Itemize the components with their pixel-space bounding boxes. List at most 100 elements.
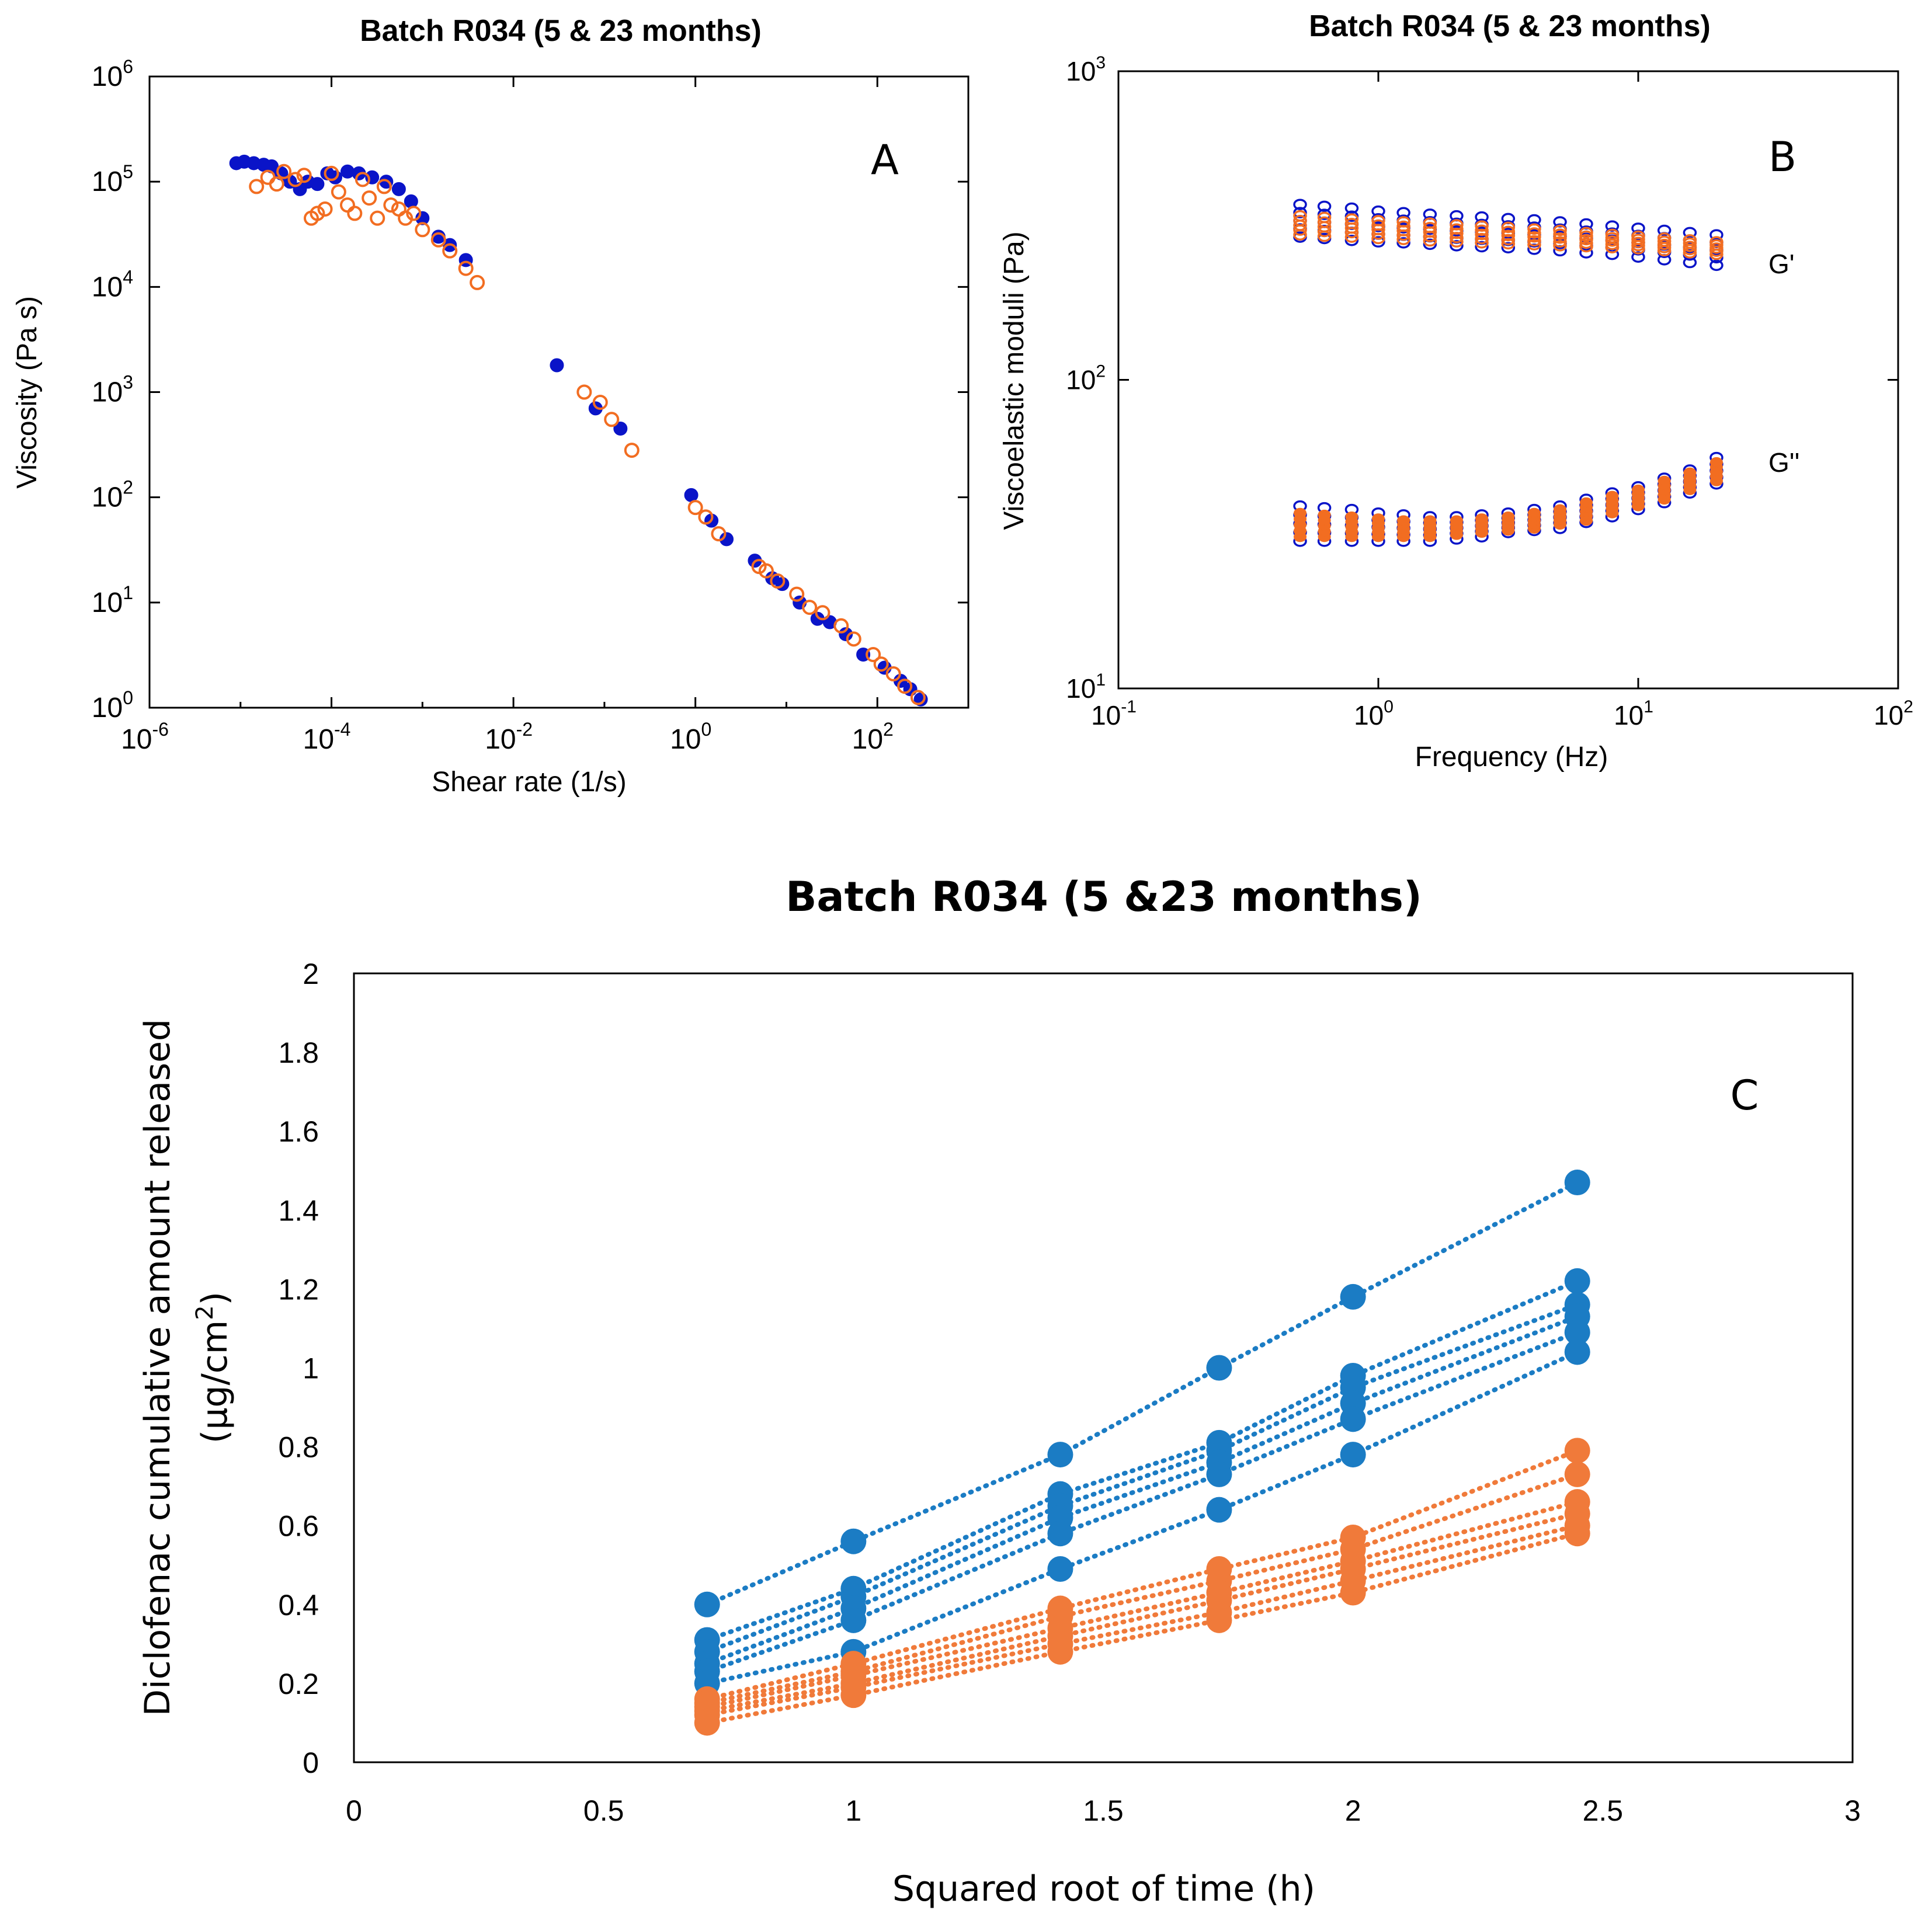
panel-b-data-point (1423, 515, 1437, 526)
panel-a-points (229, 154, 928, 707)
panel-b-y-tick-label-exponent: 1 (1096, 670, 1106, 690)
panel-b-y-tick-label: 101 (1066, 670, 1106, 704)
panel-c-data-point (1564, 1268, 1590, 1294)
panel-a-data-point (339, 197, 355, 213)
panel-c-data-point (1206, 1461, 1232, 1487)
panel-a-data-point (406, 206, 422, 221)
panel-b-data-point (1293, 210, 1307, 222)
panel-a-data-point (897, 679, 913, 694)
panel-c-x-tick-label: 1.5 (1083, 1794, 1124, 1827)
panel-a-y-label: Viscosity (Pa s) (12, 296, 43, 489)
panel-a-data-point (910, 690, 926, 705)
panel-a-y-tick-label-base: 10 (92, 693, 123, 723)
panel-a-data-point (789, 586, 805, 602)
panel-c-data-point (1047, 1556, 1073, 1582)
panel-a-data-point (470, 274, 485, 290)
panel-c-y-tick-label: 2 (303, 958, 319, 990)
panel-b-data-point (1501, 225, 1516, 238)
panel-c-series-line (704, 1278, 1580, 1643)
panel-a-x-tick-label-exponent: -2 (516, 719, 533, 740)
panel-a-x-tick-label-exponent: 0 (701, 719, 711, 740)
panel-a-data-point (398, 210, 413, 226)
panel-c-y-tick-label: 1 (303, 1352, 319, 1385)
panel-a-data-point (347, 206, 363, 221)
panel-a-x-tick-label-base: 10 (852, 724, 883, 755)
panel-c-y-tick-label: 0.2 (278, 1668, 319, 1700)
panel-c-series-line (704, 1330, 1580, 1674)
panel-c-ticks: 0 0.5 1 1.5 2 2.5 3 0 0.2 0.4 0.6 0.8 1 1.2 1.4 1.6 1.8 2 (278, 958, 1860, 1827)
panel-c-data-point (1206, 1355, 1232, 1381)
panel-a-y-tick-label-exponent: 6 (123, 56, 133, 77)
panel-b-x-tick-label-exponent: -1 (1121, 697, 1137, 716)
panel-a-data-point (340, 164, 355, 179)
panel-c-y-tick-label: 0.4 (278, 1589, 319, 1622)
panel-a-data-point (404, 194, 418, 208)
panel-b-data-point (1396, 216, 1410, 228)
panel-a-y-tick-label: 105 (92, 161, 133, 197)
panel-c-plot-area (353, 972, 1854, 1763)
panel-b-data-point (1475, 241, 1489, 253)
panel-b-x-tick-label: 100 (1354, 697, 1394, 730)
panel-c-data-point (1206, 1497, 1232, 1523)
panel-b-data-point (1553, 232, 1567, 244)
panel-b-data-point (1527, 231, 1541, 243)
panel-a-data-point (698, 509, 714, 525)
panel-a-data-point (592, 394, 608, 410)
panel-a-data-point (873, 656, 889, 672)
panel-a-data-point (383, 197, 399, 213)
panel-a-data-point (684, 488, 699, 502)
panel-b-data-point (1527, 223, 1541, 235)
panel-b-data-point (1501, 234, 1516, 246)
panel-a-y-tick-label-base: 10 (92, 272, 123, 302)
panel-a-y-tick-label-base: 10 (92, 482, 123, 513)
panel-b-data-point (1683, 237, 1697, 249)
panel-b-data-point (1631, 234, 1645, 245)
panel-b-data-point (1371, 215, 1385, 227)
panel-c-series-line (704, 1523, 1580, 1717)
panel-b-data-point (1450, 223, 1464, 235)
panel-a-data-point (430, 232, 446, 248)
panel-b-y-tick-label-exponent: 3 (1096, 53, 1106, 72)
panel-a-data-point (287, 172, 303, 187)
panel-a-data-point (276, 163, 292, 179)
panel-b-data-point (1423, 217, 1437, 229)
panel-b-data-point (1293, 207, 1307, 218)
panel-c-data-point (1564, 1521, 1590, 1547)
panel-b-data-point (1631, 251, 1645, 263)
panel-b-x-tick-label-exponent: 1 (1643, 697, 1653, 716)
panel-b-data-point (1632, 484, 1645, 495)
panel-a-data-point (362, 190, 377, 206)
panel-b: Batch R034 (5 & 23 months) 10-1 100 101 102… (999, 9, 1913, 773)
panel-b-data-point (1579, 234, 1593, 246)
panel-c-x-tick-label: 2.5 (1583, 1794, 1624, 1827)
panel-c-x-label: Squared root of time (h) (892, 1869, 1315, 1909)
panel-c-data-point (840, 1682, 867, 1709)
panel-b-data-point (1683, 241, 1697, 252)
panel-b-data-point (1293, 215, 1307, 227)
panel-a-data-point (815, 605, 831, 621)
g-double-prime-label: G'' (1768, 447, 1799, 478)
panel-b-data-point (1317, 216, 1332, 228)
panel-a-x-tick-label: 100 (670, 719, 711, 755)
panel-a-data-point (550, 358, 564, 373)
panel-b-data-point (1501, 238, 1516, 250)
panel-b-data-point (1631, 230, 1645, 242)
panel-b-data-point (1475, 513, 1489, 524)
panel-a-y-tick-label: 100 (92, 687, 133, 723)
panel-a-data-point (833, 618, 849, 634)
panel-b-data-point (1709, 236, 1723, 248)
panel-c-y-label-unit: (µg/cm (194, 1320, 235, 1443)
panel-a-data-point (331, 184, 346, 200)
panel-b-data-point (1605, 235, 1620, 247)
panel-b-x-tick-label-exponent: 2 (1903, 697, 1913, 716)
panel-b-data-point (1605, 228, 1620, 241)
panel-a-x-tick-label: 10-4 (303, 719, 351, 755)
panel-c-series-line (704, 1180, 1580, 1607)
panel-a-data-point (249, 179, 265, 194)
panel-a-x-tick-label-base: 10 (303, 724, 334, 755)
panel-a-y-tick-label-base: 10 (92, 166, 123, 197)
panel-c-data-point (1564, 1339, 1590, 1365)
panel-a-data-point (758, 563, 774, 579)
panel-b-data-point (1450, 515, 1463, 526)
